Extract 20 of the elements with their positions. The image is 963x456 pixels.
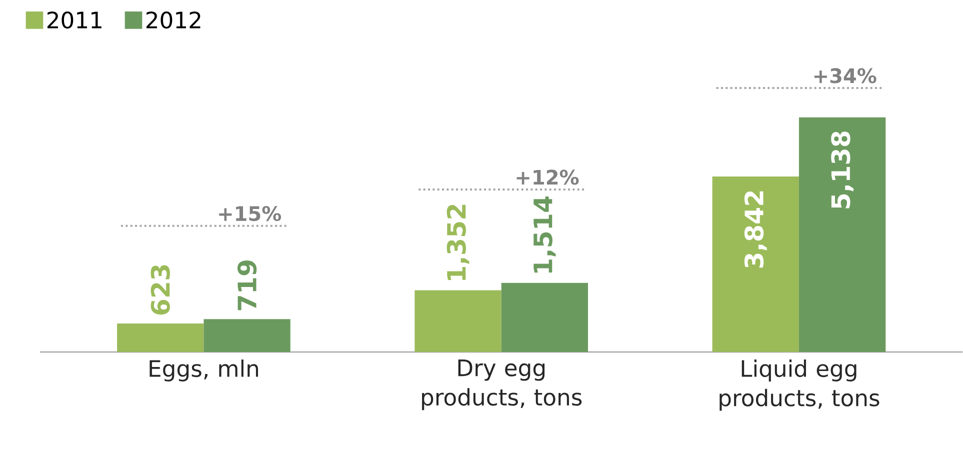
x-tick-label: Eggs, mln xyxy=(150,360,258,382)
bar xyxy=(117,324,204,352)
data-label: 623 xyxy=(150,265,170,315)
x-tick-label: Liquid egg products, tons xyxy=(720,360,880,411)
legend-label: 2012 xyxy=(146,11,200,29)
bar xyxy=(204,319,290,352)
bar xyxy=(414,290,502,352)
annotation: +12% xyxy=(516,170,579,185)
annotation: +15% xyxy=(219,206,282,222)
data-label: 719 xyxy=(237,260,257,310)
bar xyxy=(712,176,799,352)
data-label: 5,138 xyxy=(831,132,854,208)
data-label: 1,352 xyxy=(446,204,470,280)
bar xyxy=(501,282,588,352)
data-label: 1,514 xyxy=(534,196,556,273)
bar xyxy=(798,117,886,352)
data-label: 3,842 xyxy=(744,191,767,268)
text: +34% xyxy=(814,68,876,84)
x-tick-label: Dry egg products, tons xyxy=(422,360,582,410)
legend-label: 2011 xyxy=(47,11,102,29)
